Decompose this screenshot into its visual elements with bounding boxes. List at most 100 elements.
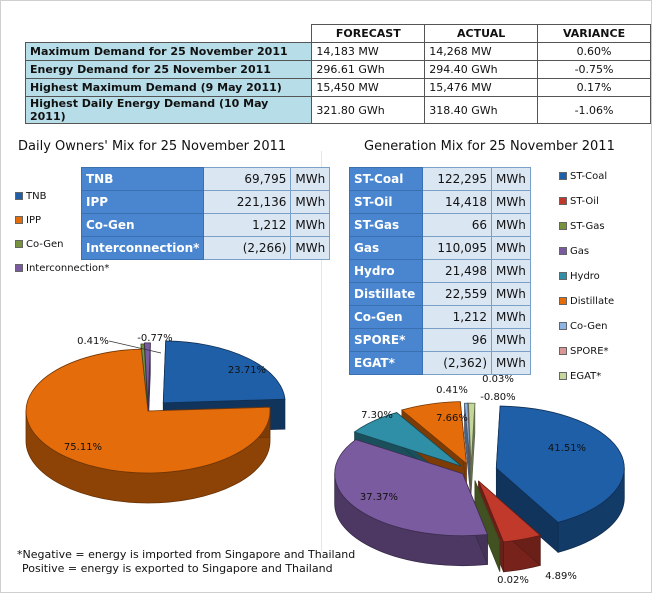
- pie-data-label: 7.66%: [436, 413, 468, 424]
- row-label: Energy Demand for 25 November 2011: [24, 60, 313, 79]
- pie-slice-interconnection-: [144, 342, 151, 405]
- table-row: Hydro 21,498 MWh: [349, 259, 531, 283]
- actual-header: ACTUAL: [424, 24, 539, 43]
- owner-value: 69,795: [203, 167, 292, 191]
- legend-item: Distillate: [559, 296, 614, 307]
- pie-slice-gas: [334, 439, 489, 537]
- gen-value: 1,212: [422, 305, 492, 329]
- legend-label: ST-Coal: [570, 171, 608, 182]
- gen-value: 21,498: [422, 259, 492, 283]
- pie-data-label: 0.41%: [436, 385, 468, 396]
- variance-header: VARIANCE: [537, 24, 651, 43]
- legend-item: Hydro: [559, 271, 600, 282]
- legend-swatch: [559, 222, 567, 230]
- variance-cell: -0.75%: [537, 60, 651, 79]
- pie-data-label: 37.37%: [360, 492, 398, 503]
- forecast-cell: 15,450 MW: [311, 78, 426, 97]
- legend-label: Co-Gen: [26, 239, 64, 250]
- gen-unit: MWh: [491, 167, 531, 191]
- legend-swatch: [559, 247, 567, 255]
- footnote-line-2: Positive = energy is exported to Singapo…: [22, 562, 333, 575]
- legend-swatch: [15, 192, 23, 200]
- gen-name: ST-Oil: [349, 190, 423, 214]
- pie-data-label: 0.03%: [482, 374, 514, 385]
- table-row: ST-Coal 122,295 MWh: [349, 167, 531, 191]
- owner-name: Interconnection*: [80, 236, 205, 260]
- table-row: ST-Gas 66 MWh: [349, 213, 531, 237]
- legend-item: Gas: [559, 246, 589, 257]
- summary-header-row: FORECAST ACTUAL VARIANCE: [25, 24, 651, 43]
- gen-unit: MWh: [491, 351, 531, 375]
- gen-value: 96: [422, 328, 492, 352]
- actual-cell: 294.40 GWh: [424, 60, 539, 79]
- gen-value: 66: [422, 213, 492, 237]
- legend-swatch: [15, 216, 23, 224]
- generation-mix-table: ST-Coal 122,295 MWh ST-Oil 14,418 MWh ST-Gas…: [349, 167, 531, 375]
- legend-swatch: [15, 240, 23, 248]
- pie-slice-egat-: [468, 402, 476, 466]
- gen-name: EGAT*: [349, 351, 423, 375]
- legend-swatch: [559, 347, 567, 355]
- table-row: Energy Demand for 25 November 2011 296.6…: [24, 60, 651, 79]
- pie-data-label: 23.71%: [228, 365, 266, 376]
- legend-item: IPP: [15, 215, 41, 226]
- forecast-header: FORECAST: [311, 24, 426, 43]
- legend-label: SPORE*: [570, 346, 609, 357]
- legend-item: ST-Oil: [559, 196, 599, 207]
- legend-item: Interconnection*: [15, 263, 109, 274]
- owners-mix-table: TNB 69,795 MWh IPP 221,136 MWh Co-Gen 1,212 MW…: [80, 167, 331, 260]
- row-label: Maximum Demand for 25 November 2011: [24, 42, 313, 61]
- table-row: EGAT* (2,362) MWh: [349, 351, 531, 375]
- owner-unit: MWh: [290, 236, 331, 260]
- leader-line: [108, 340, 162, 354]
- gen-unit: MWh: [491, 328, 531, 352]
- pie-data-label: -0.80%: [480, 392, 515, 403]
- table-row: Highest Maximum Demand (9 May 2011) 15,4…: [24, 78, 651, 97]
- pie-data-label: 75.11%: [64, 442, 102, 453]
- table-row: Highest Daily Energy Demand (10 May 2011…: [24, 96, 651, 124]
- legend-item: TNB: [15, 191, 46, 202]
- gen-name: Distillate: [349, 282, 423, 306]
- owner-name: Co-Gen: [80, 213, 205, 237]
- pie-slice-ipp: [25, 348, 271, 474]
- pie-data-label: 7.30%: [361, 410, 393, 421]
- pie-data-label: 0.02%: [497, 575, 529, 586]
- legend-swatch: [559, 372, 567, 380]
- actual-cell: 318.40 GWh: [424, 96, 539, 124]
- gen-unit: MWh: [491, 236, 531, 260]
- legend-label: TNB: [26, 191, 47, 202]
- table-row: Gas 110,095 MWh: [349, 236, 531, 260]
- header-blank-cell: [25, 24, 312, 43]
- owner-value: 1,212: [203, 213, 292, 237]
- legend-label: Gas: [570, 246, 590, 257]
- gen-value: (2,362): [422, 351, 492, 375]
- legend-item: Co-Gen: [15, 239, 64, 250]
- legend-item: ST-Gas: [559, 221, 605, 232]
- pie-slice-tnb: [162, 340, 286, 404]
- table-row: TNB 69,795 MWh: [80, 167, 331, 191]
- gen-name: Hydro: [349, 259, 423, 283]
- pie-slice-distillate: [400, 401, 467, 465]
- gen-value: 22,559: [422, 282, 492, 306]
- demand-summary-table: FORECAST ACTUAL VARIANCE Maximum Demand …: [24, 24, 651, 124]
- owner-value: (2,266): [203, 236, 292, 260]
- legend-swatch: [15, 264, 23, 272]
- legend-label: IPP: [26, 215, 42, 226]
- table-row: Distillate 22,559 MWh: [349, 282, 531, 306]
- owner-unit: MWh: [290, 190, 331, 214]
- legend-item: EGAT*: [559, 371, 601, 382]
- gen-value: 14,418: [422, 190, 492, 214]
- pie-data-label: 41.51%: [548, 443, 586, 454]
- pie-slice-co-gen: [140, 343, 148, 406]
- pie-slice-st-gas: [474, 480, 501, 542]
- gen-value: 110,095: [422, 236, 492, 260]
- gen-value: 122,295: [422, 167, 492, 191]
- legend-label: Distillate: [570, 296, 615, 307]
- legend-label: EGAT*: [570, 371, 602, 382]
- legend-label: Co-Gen: [570, 321, 608, 332]
- footnote: *Negative = energy is imported from Sing…: [17, 548, 355, 576]
- legend-item: ST-Coal: [559, 171, 607, 182]
- pie-slice-st-oil: [478, 480, 542, 543]
- legend-item: SPORE*: [559, 346, 609, 357]
